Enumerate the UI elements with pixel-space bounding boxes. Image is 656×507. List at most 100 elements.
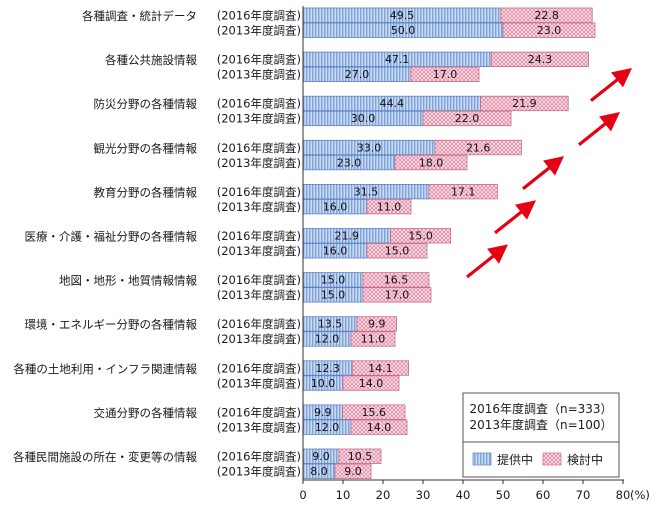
x-tick-label: 20 [376, 488, 391, 502]
trend-arrow [522, 156, 565, 191]
category-label: 地図・地形・地質情報情報 [59, 274, 197, 288]
survey-year-label: (2013年度調査) [217, 244, 301, 258]
value-label-providing: 16.0 [323, 200, 348, 213]
trend-arrow [466, 244, 509, 279]
category-labels: 各種調査・統計データ (2016年度調査)(2013年度調査)各種公共施設情報 (2… [13, 9, 301, 479]
bar-considering-2016 [428, 183, 498, 200]
bar-considering-2013 [334, 463, 372, 479]
value-label-considering: 11.0 [361, 333, 386, 346]
value-label-considering: 17.0 [385, 289, 410, 302]
value-label-providing: 23.0 [337, 156, 362, 169]
legend-label-providing: 提供中 [497, 452, 533, 467]
value-label-considering: 10.5 [348, 450, 373, 463]
bar-considering-2013 [394, 154, 468, 171]
value-label-providing: 12.0 [315, 333, 340, 346]
legend-note-2013: 2013年度調査（n=100） [469, 417, 612, 432]
legend-note-2016: 2016年度調査（n=333） [469, 401, 612, 416]
bar-considering-2016 [351, 360, 410, 376]
survey-year-label: (2013年度調査) [217, 112, 301, 126]
survey-year-label: (2013年度調査) [217, 376, 301, 390]
category-label: 各種公共施設情報 [105, 53, 197, 67]
x-axis: 0 10 20 30 40 50 60 70 80 (%) [299, 6, 650, 502]
value-label-providing: 50.0 [391, 24, 416, 37]
category-label: 各種調査・統計データ [82, 9, 197, 23]
category-label: 防災分野の各種情報 [94, 97, 198, 111]
survey-year-label: (2016年度調査) [217, 141, 301, 155]
x-tick-label: 50 [496, 488, 511, 502]
x-tick-label: 60 [536, 488, 551, 502]
value-label-providing: 9.0 [312, 450, 330, 463]
value-label-providing: 31.5 [354, 185, 379, 198]
survey-year-label: (2013年度調査) [217, 465, 301, 479]
bar-considering-2016 [342, 404, 406, 420]
category-label: 各種民間施設の所在・変更等の情報 [13, 450, 197, 464]
legend: 2016年度調査（n=333） 2013年度調査（n=100） 提供中 検討中 [462, 392, 620, 478]
legend-label-considering: 検討中 [567, 452, 603, 467]
value-label-considering: 24.3 [528, 53, 553, 66]
value-label-considering: 22.0 [455, 112, 480, 125]
value-label-providing: 8.0 [310, 465, 328, 478]
bar-considering-2016 [356, 316, 397, 332]
category-label: 教育分野の各種情報 [94, 185, 198, 199]
value-label-providing: 15.0 [321, 274, 346, 287]
value-label-considering: 17.0 [433, 68, 458, 81]
bar-considering-2016 [434, 139, 522, 156]
trend-arrows [466, 67, 633, 279]
x-tick-label: 70 [576, 488, 591, 502]
bar-considering-2016 [390, 228, 452, 244]
bar-considering-2016 [480, 95, 569, 112]
value-label-considering: 14.0 [367, 421, 392, 434]
bar-considering-2013 [502, 22, 596, 38]
survey-year-label: (2016年度調査) [217, 229, 301, 243]
bars: 49.5 22.8 50.0 23.0 47.1 24.3 27.0 17.0 44.4 21.9… [302, 7, 596, 479]
value-label-considering: 11.0 [377, 200, 402, 213]
x-tick-label: 40 [456, 488, 471, 502]
value-label-considering: 9.9 [368, 318, 386, 331]
survey-year-label: (2013年度調査) [217, 332, 301, 346]
survey-year-label: (2013年度調査) [217, 420, 301, 434]
value-label-providing: 15.0 [321, 289, 346, 302]
value-label-considering: 21.6 [466, 141, 491, 154]
value-label-considering: 16.5 [384, 274, 409, 287]
value-label-considering: 14.1 [368, 362, 393, 375]
survey-year-label: (2016年度調査) [217, 97, 301, 111]
survey-year-label: (2016年度調査) [217, 185, 301, 199]
bar-considering-2013 [350, 419, 408, 435]
category-label: 環境・エネルギー分野の各種情報 [25, 318, 198, 332]
bar-considering-2013 [362, 287, 432, 303]
category-label: 交通分野の各種情報 [94, 406, 198, 420]
value-label-providing: 44.4 [380, 97, 405, 110]
value-label-providing: 47.1 [385, 53, 410, 66]
survey-year-label: (2016年度調査) [217, 9, 301, 23]
bar-considering-2013 [410, 66, 480, 82]
bar-considering-2013 [422, 110, 512, 127]
survey-year-label: (2016年度調査) [217, 53, 301, 67]
value-label-providing: 49.5 [390, 9, 415, 22]
bar-considering-2016 [338, 448, 382, 464]
trend-arrow [494, 200, 537, 235]
value-label-providing: 12.0 [315, 421, 340, 434]
x-tick-label: 30 [416, 488, 431, 502]
value-label-considering: 15.6 [362, 406, 387, 419]
category-label: 観光分野の各種情報 [94, 141, 198, 155]
category-label: 医療・介護・福祉分野の各種情報 [25, 230, 198, 244]
x-tick-label: 80 [616, 488, 631, 502]
bar-considering-2013 [366, 198, 412, 215]
value-label-considering: 15.0 [385, 245, 410, 258]
value-label-providing: 12.3 [315, 362, 340, 375]
value-label-considering: 17.1 [451, 185, 476, 198]
bar-considering-2013 [366, 243, 428, 259]
value-label-providing: 33.0 [357, 141, 382, 154]
value-label-providing: 13.5 [318, 318, 343, 331]
x-axis-unit: (%) [630, 488, 650, 502]
survey-year-label: (2016年度調査) [217, 361, 301, 375]
trend-arrow [590, 67, 633, 102]
value-label-providing: 16.0 [323, 245, 348, 258]
bar-considering-2016 [500, 7, 593, 23]
bar-considering-2013 [342, 375, 400, 391]
survey-year-label: (2013年度調査) [217, 200, 301, 214]
value-label-considering: 15.0 [408, 230, 433, 243]
value-label-providing: 27.0 [345, 68, 370, 81]
bar-considering-2016 [490, 51, 589, 67]
